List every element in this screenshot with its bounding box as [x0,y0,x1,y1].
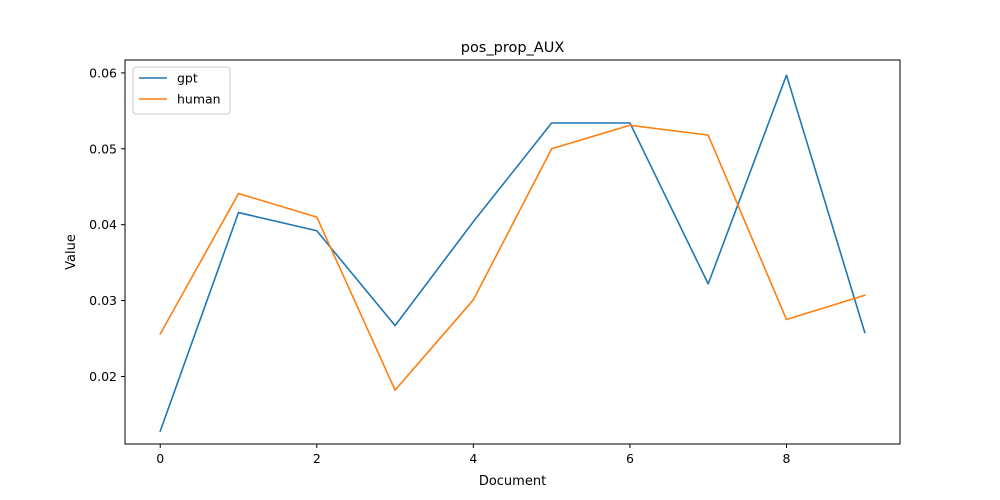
y-tick-label: 0.02 [89,369,117,384]
x-tick-label: 8 [783,451,791,466]
y-tick-label: 0.06 [89,65,117,80]
legend: gpt human [132,66,231,115]
x-axis: 0 2 4 6 8 [156,444,791,466]
y-tick-label: 0.03 [89,293,117,308]
y-axis-label: Value [64,234,79,270]
series-line-gpt [159,74,866,433]
x-axis-label: Document [479,474,546,489]
x-tick-label: 0 [156,451,164,466]
plot-frame [124,59,901,445]
series-layer [159,74,866,433]
legend-label-human: human [177,92,221,107]
x-tick-label: 2 [313,451,321,466]
y-axis: 0.02 0.03 0.04 0.05 0.06 [89,65,125,384]
y-tick-label: 0.04 [89,217,117,232]
series-line-human [159,124,866,391]
x-tick-label: 4 [469,451,477,466]
x-tick-label: 6 [626,451,634,466]
y-tick-label: 0.05 [89,141,117,156]
chart-title: pos_prop_AUX [461,40,565,56]
legend-label-gpt: gpt [177,71,198,86]
